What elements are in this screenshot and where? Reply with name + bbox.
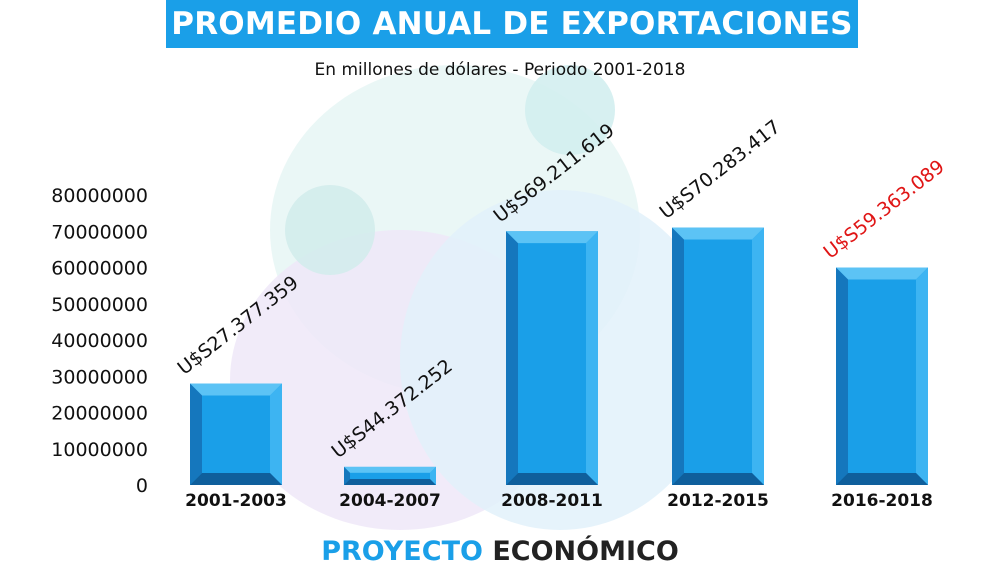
x-category-label: 2004-2007 bbox=[339, 491, 441, 511]
title-banner: PROMEDIO ANUAL DE EXPORTACIONES bbox=[166, 0, 858, 48]
brand-part-1: PROYECTO bbox=[321, 536, 483, 567]
data-label: U$S69.211.619 bbox=[490, 119, 619, 227]
y-tick-label: 40000000 bbox=[51, 330, 148, 352]
data-label: U$S44.372.252 bbox=[328, 355, 457, 463]
bar bbox=[506, 231, 598, 485]
data-label: U$S70.283.417 bbox=[656, 116, 785, 224]
bar bbox=[190, 383, 282, 485]
y-tick-label: 50000000 bbox=[51, 294, 148, 316]
chart-subtitle: En millones de dólares - Periodo 2001-20… bbox=[314, 60, 686, 80]
y-tick-label: 60000000 bbox=[51, 258, 148, 280]
x-category-label: 2012-2015 bbox=[667, 491, 769, 511]
y-tick-label: 70000000 bbox=[51, 221, 148, 243]
x-category-label: 2001-2003 bbox=[185, 491, 287, 511]
y-tick-label: 0 bbox=[136, 475, 148, 497]
y-tick-label: 20000000 bbox=[51, 403, 148, 425]
y-tick-label: 80000000 bbox=[51, 185, 148, 207]
bar bbox=[672, 227, 764, 485]
y-tick-label: 10000000 bbox=[51, 439, 148, 461]
brand-part-2: ECONÓMICO bbox=[492, 536, 679, 567]
data-label: U$S59.363.089 bbox=[820, 156, 949, 264]
bar bbox=[344, 466, 436, 485]
bar-chart: 0 10000000 20000000 30000000 40000000 5000000… bbox=[51, 116, 949, 511]
chart-title: PROMEDIO ANUAL DE EXPORTACIONES bbox=[171, 6, 853, 42]
x-category-label: 2016-2018 bbox=[831, 491, 933, 511]
brand-logo-text: PROYECTO ECONÓMICO bbox=[0, 536, 1000, 567]
data-label: U$S27.377.359 bbox=[174, 272, 303, 380]
x-category-label: 2008-2011 bbox=[501, 491, 603, 511]
y-tick-label: 30000000 bbox=[51, 366, 148, 388]
bar bbox=[836, 267, 928, 485]
